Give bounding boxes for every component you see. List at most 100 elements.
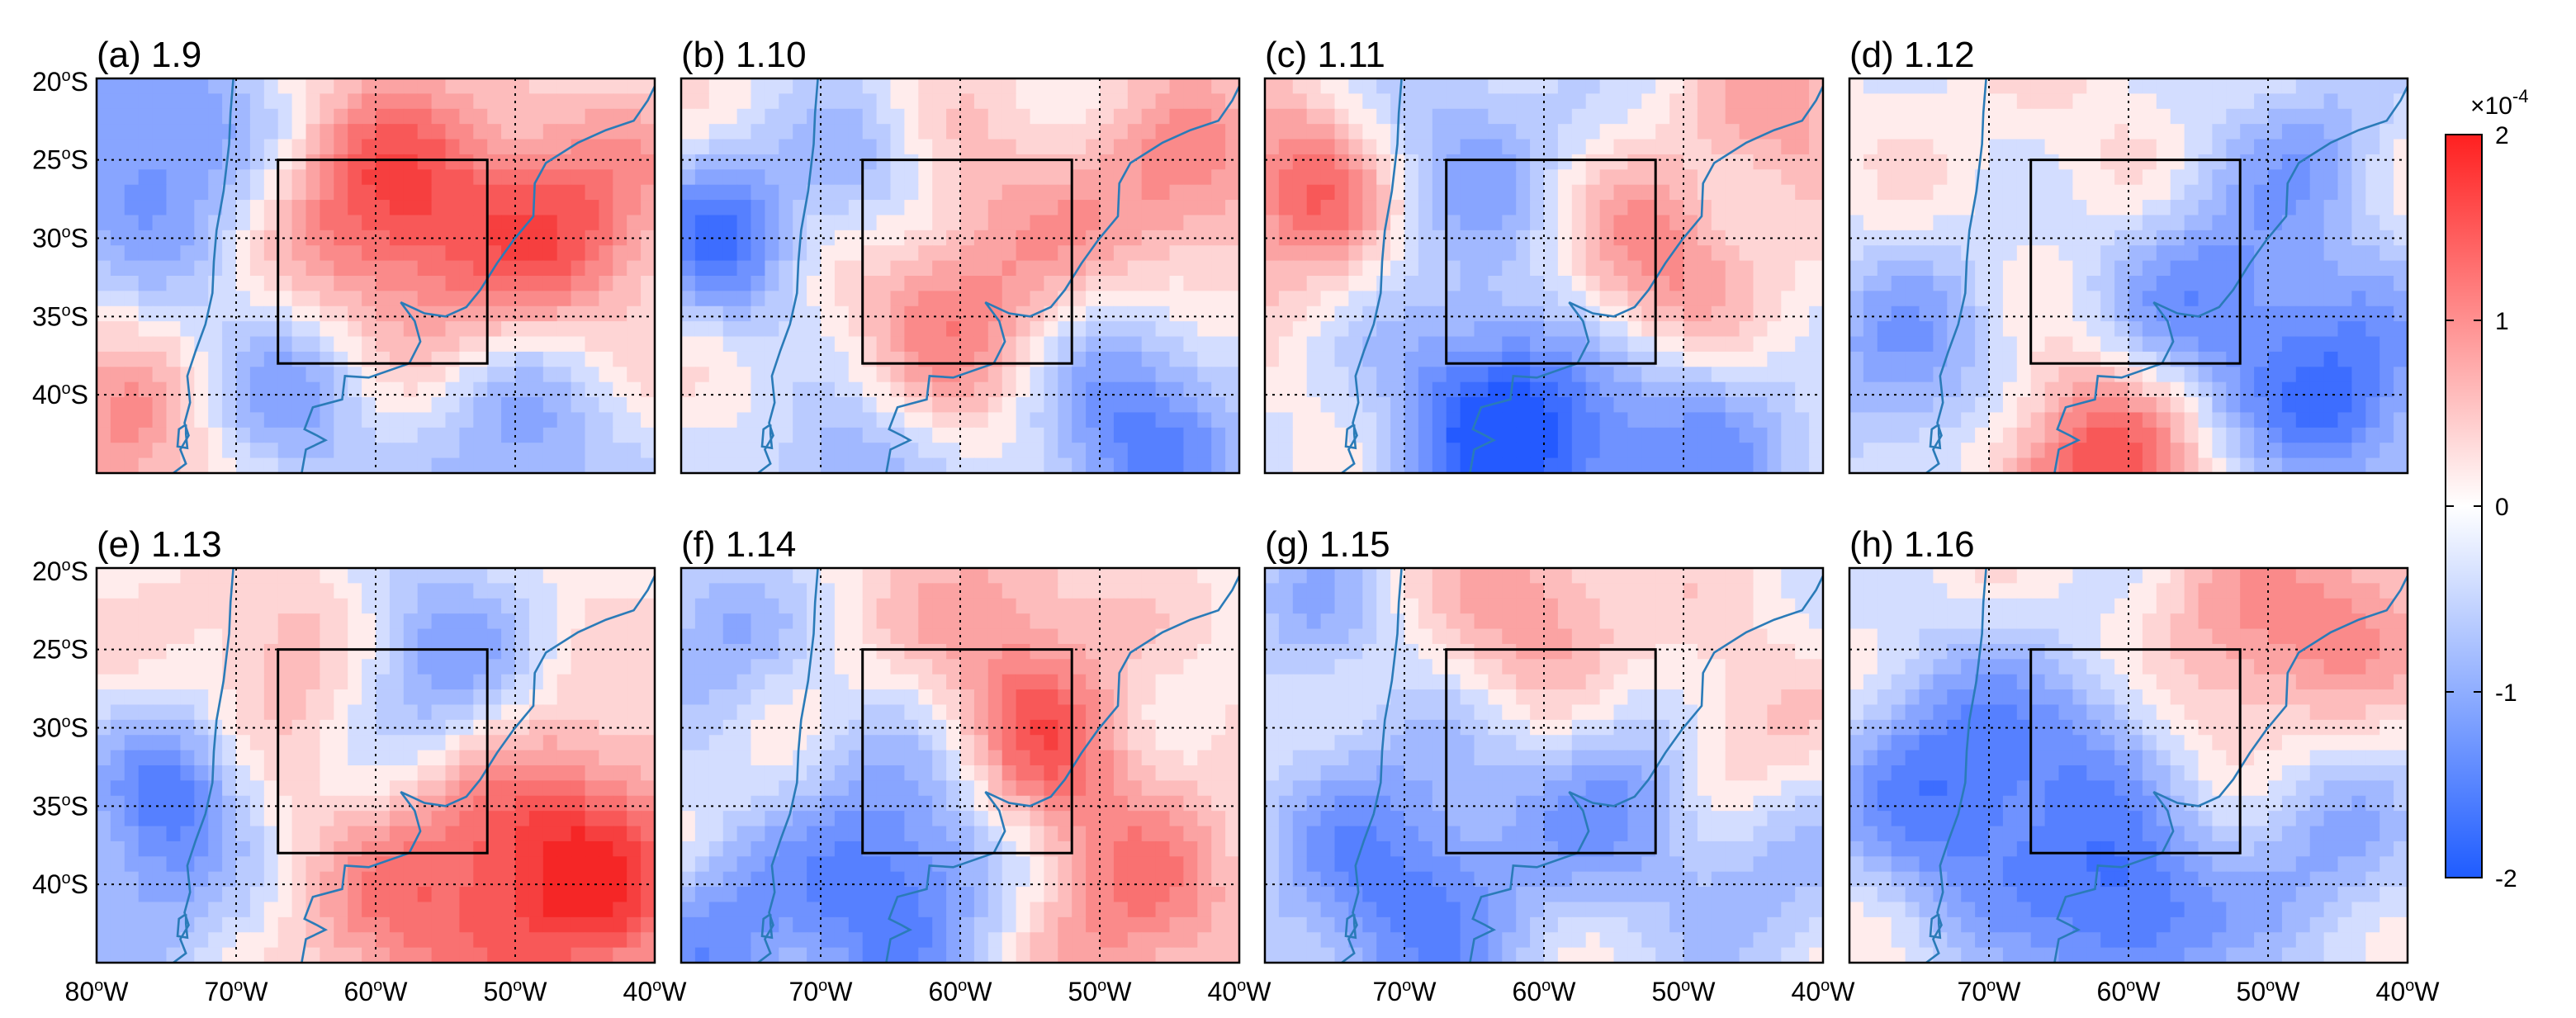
field-cell (1432, 260, 1447, 277)
field-cell (2240, 230, 2255, 246)
field-cell (821, 351, 836, 367)
field-cell (445, 826, 460, 842)
field-cell (362, 457, 376, 473)
field-cell (1169, 321, 1184, 338)
field-cell (765, 457, 779, 473)
field-cell (1891, 108, 1906, 125)
field-cell (1809, 139, 1823, 155)
field-cell (2086, 200, 2101, 216)
field-cell (2114, 154, 2129, 170)
field-cell (2365, 367, 2380, 383)
coastline (757, 78, 1239, 473)
field-cell (376, 124, 391, 140)
field-cell (445, 351, 460, 367)
field-cell (1044, 457, 1058, 473)
field-cell (348, 427, 362, 443)
field-cell (2323, 124, 2339, 140)
field-cell (1278, 215, 1294, 231)
field-cell (1390, 245, 1405, 262)
field-cell (1516, 427, 1531, 443)
field-cell (1725, 139, 1740, 155)
field-cell (208, 674, 223, 690)
field-cell (1669, 381, 1684, 398)
field-cell (1530, 124, 1545, 140)
field-cell (236, 427, 251, 443)
field-cell (1334, 367, 1349, 383)
field-cell (736, 305, 752, 322)
field-cell (1795, 367, 1810, 383)
field-cell (1141, 230, 1157, 246)
field-cell (528, 245, 544, 262)
field-cell (445, 381, 460, 398)
field-cell (1627, 169, 1642, 186)
field-cell (599, 230, 613, 246)
field-cell (277, 124, 293, 140)
field-cell (1320, 381, 1336, 398)
field-cell (1265, 381, 1280, 398)
field-cell (1211, 260, 1226, 277)
field-cell (403, 568, 419, 584)
field-cell (973, 321, 989, 338)
field-cell (736, 124, 752, 140)
field-cell (2058, 245, 2073, 262)
field-cell (97, 795, 111, 812)
field-cell (1100, 78, 1115, 94)
field-cell (722, 427, 738, 443)
field-cell (1197, 93, 1212, 110)
field-cell (1877, 245, 1892, 262)
field-cell (2072, 260, 2087, 277)
field-cell (110, 457, 125, 473)
field-cell (2044, 78, 2060, 94)
field-cell (1086, 184, 1101, 201)
field-cell (1641, 397, 1656, 414)
field-cell (473, 765, 488, 781)
field-cell (821, 443, 836, 459)
field-cell (2016, 336, 2032, 353)
field-cell (1641, 351, 1656, 367)
field-cell (1002, 457, 1017, 473)
field-cell (1933, 305, 1948, 322)
field-cell (542, 795, 558, 812)
field-cell (2226, 397, 2241, 414)
field-cell (501, 811, 516, 827)
field-cell (2170, 184, 2185, 201)
field-cell (2379, 367, 2394, 383)
field-cell (1502, 457, 1517, 473)
field-cell (1877, 124, 1892, 140)
field-cell (445, 598, 460, 614)
field-cell (736, 351, 752, 367)
field-cell (613, 381, 627, 398)
field-cell (627, 613, 642, 630)
field-cell (585, 139, 599, 155)
field-cell (263, 826, 279, 842)
field-cell (627, 200, 642, 216)
field-cell (1334, 200, 1349, 216)
field-cell (1905, 291, 1920, 307)
field-cell (403, 427, 419, 443)
field-cell (305, 336, 320, 353)
field-cell (571, 704, 586, 721)
field-cell (1795, 200, 1810, 216)
field-cell (585, 367, 599, 383)
field-cell (305, 78, 320, 94)
field-cell (180, 689, 195, 706)
field-cell (821, 230, 836, 246)
field-cell (2240, 336, 2255, 353)
field-cell (722, 397, 738, 414)
field-cell (904, 305, 919, 322)
field-cell (515, 427, 530, 443)
field-cell (2212, 291, 2227, 307)
field-cell (1030, 230, 1044, 246)
field-cell (1044, 336, 1058, 353)
field-cell (473, 795, 488, 812)
field-cell (542, 689, 558, 706)
field-cell (1849, 443, 1864, 459)
field-cell (97, 184, 111, 201)
field-cell (528, 795, 544, 812)
field-cell (821, 245, 836, 262)
field-cell (1781, 276, 1796, 291)
field-cell (1947, 200, 1962, 216)
field-cell (918, 427, 933, 443)
field-cell (1141, 351, 1157, 367)
field-cell (736, 215, 752, 231)
